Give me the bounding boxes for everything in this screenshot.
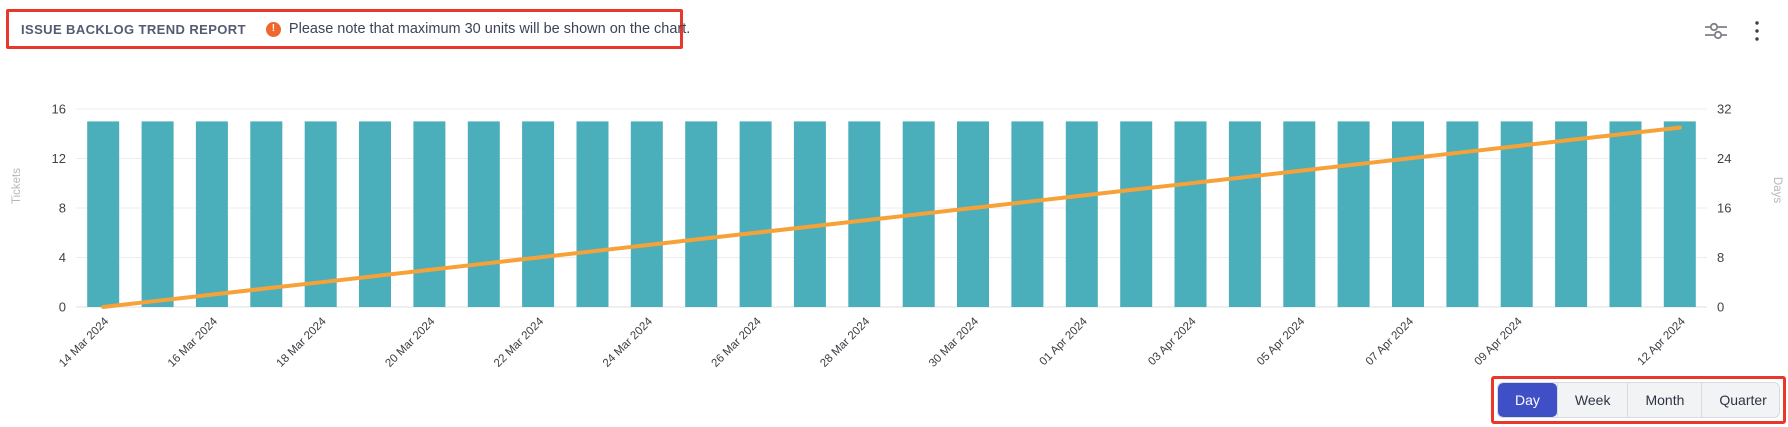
svg-text:0: 0 (1717, 300, 1724, 315)
svg-text:26 Mar 2024: 26 Mar 2024 (710, 315, 765, 370)
period-annotation-box: Day Week Month Quarter (1491, 376, 1786, 424)
svg-text:8: 8 (59, 201, 66, 216)
svg-text:Tickets: Tickets (11, 168, 23, 204)
filter-sliders-icon[interactable] (1702, 19, 1730, 43)
svg-text:4: 4 (59, 250, 66, 265)
svg-text:24 Mar 2024: 24 Mar 2024 (601, 315, 656, 370)
kebab-menu-icon[interactable] (1752, 18, 1762, 44)
svg-text:01 Apr 2024: 01 Apr 2024 (1038, 315, 1091, 368)
svg-text:28 Mar 2024: 28 Mar 2024 (818, 315, 873, 370)
svg-text:Days: Days (1771, 177, 1783, 203)
svg-text:16: 16 (52, 102, 66, 117)
period-button-quarter[interactable]: Quarter (1701, 383, 1779, 417)
svg-text:12: 12 (52, 151, 66, 166)
chart-toolbar (1702, 18, 1762, 44)
svg-text:09 Apr 2024: 09 Apr 2024 (1472, 315, 1525, 368)
svg-text:0: 0 (59, 300, 66, 315)
max-units-note: Please note that maximum 30 units will b… (288, 21, 691, 37)
alert-circle-icon: ! (265, 21, 281, 37)
page-title: ISSUE BACKLOG TREND REPORT (21, 21, 246, 37)
svg-text:05 Apr 2024: 05 Apr 2024 (1255, 315, 1308, 368)
svg-text:12 Apr 2024: 12 Apr 2024 (1636, 315, 1689, 368)
svg-text:16 Mar 2024: 16 Mar 2024 (166, 315, 221, 370)
svg-text:03 Apr 2024: 03 Apr 2024 (1146, 315, 1199, 368)
svg-text:18 Mar 2024: 18 Mar 2024 (275, 315, 330, 370)
svg-text:16: 16 (1717, 201, 1731, 216)
svg-text:22 Mar 2024: 22 Mar 2024 (492, 315, 547, 370)
period-button-month[interactable]: Month (1627, 383, 1701, 417)
period-button-week[interactable]: Week (1556, 383, 1628, 417)
svg-text:14 Mar 2024: 14 Mar 2024 (57, 315, 112, 370)
svg-text:30 Mar 2024: 30 Mar 2024 (927, 315, 982, 370)
period-segmented-control: Day Week Month Quarter (1497, 382, 1780, 418)
svg-text:24: 24 (1717, 151, 1731, 166)
header-annotation-box: ISSUE BACKLOG TREND REPORT ! Please note… (6, 9, 690, 49)
svg-text:07 Apr 2024: 07 Apr 2024 (1364, 315, 1417, 368)
period-button-day[interactable]: Day (1498, 383, 1557, 417)
svg-text:8: 8 (1717, 250, 1724, 265)
svg-text:20 Mar 2024: 20 Mar 2024 (383, 315, 438, 370)
svg-text:32: 32 (1717, 102, 1731, 117)
